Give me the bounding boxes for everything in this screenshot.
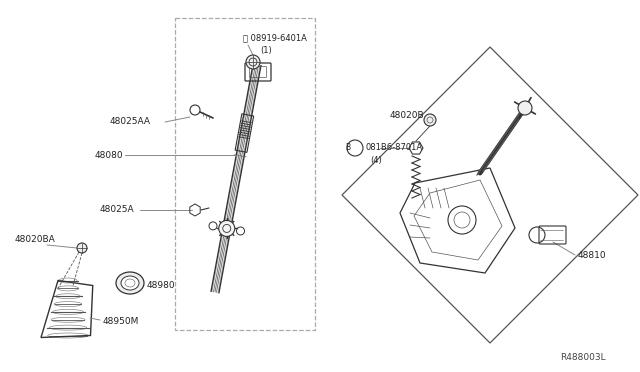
Circle shape — [219, 221, 235, 237]
Text: 48980: 48980 — [147, 280, 175, 289]
Text: B: B — [346, 144, 351, 153]
Text: 081B6-8701A: 081B6-8701A — [366, 144, 423, 153]
Text: 48020B: 48020B — [390, 110, 424, 119]
Text: 48810: 48810 — [578, 250, 607, 260]
Text: 48950M: 48950M — [103, 317, 140, 327]
Text: R488003L: R488003L — [560, 353, 605, 362]
Text: 48025AA: 48025AA — [110, 118, 151, 126]
Text: 48025A: 48025A — [100, 205, 134, 215]
Ellipse shape — [116, 272, 144, 294]
Circle shape — [518, 101, 532, 115]
Ellipse shape — [121, 276, 139, 290]
Circle shape — [246, 55, 260, 69]
Circle shape — [424, 114, 436, 126]
Text: 48080: 48080 — [95, 151, 124, 160]
Text: (1): (1) — [260, 45, 272, 55]
Circle shape — [77, 243, 87, 253]
Text: (4): (4) — [370, 155, 381, 164]
Text: ⓝ 08919-6401A: ⓝ 08919-6401A — [243, 33, 307, 42]
Text: 48020BA: 48020BA — [15, 235, 56, 244]
